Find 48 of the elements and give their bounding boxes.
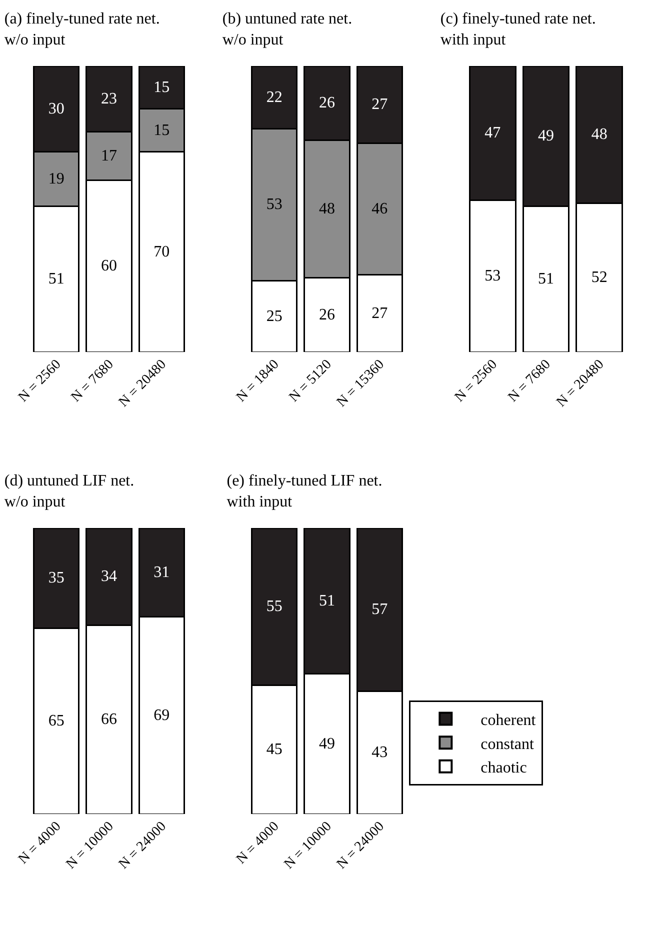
data-label: 26 [319, 306, 335, 324]
data-label: 15 [154, 122, 170, 139]
x-tick-label: N = 4000 [16, 819, 64, 868]
chart-title: (e) finely-tuned LIF net. with input [226, 472, 382, 510]
data-label: 49 [319, 735, 335, 752]
chart-title: (d) untuned LIF net. w/o input [4, 472, 134, 510]
data-label: 45 [266, 741, 282, 758]
data-label: 53 [484, 268, 501, 285]
data-label: 51 [538, 270, 554, 288]
chart-title: (b) untuned rate net. w/o input [222, 10, 352, 48]
data-label: 35 [48, 570, 64, 587]
legend-label: constant [480, 736, 535, 753]
data-label: 30 [48, 100, 64, 118]
data-label: 27 [372, 96, 388, 114]
data-label: 47 [484, 124, 501, 142]
data-label: 17 [101, 148, 117, 165]
data-label: 46 [372, 200, 388, 218]
data-label: 51 [319, 592, 335, 610]
data-label: 31 [154, 564, 170, 581]
data-label: 51 [48, 270, 64, 288]
data-label: 15 [154, 78, 170, 96]
data-label: 43 [372, 744, 388, 762]
data-label: 23 [101, 90, 117, 108]
chart-title: (c) finely-tuned rate net. with input [440, 10, 596, 48]
data-label: 19 [48, 170, 64, 188]
data-label: 65 [48, 712, 64, 730]
data-label: 27 [372, 304, 388, 322]
data-label: 49 [538, 128, 554, 145]
data-label: 53 [266, 196, 282, 214]
data-label: 60 [101, 258, 117, 275]
data-label: 55 [266, 598, 282, 616]
legend-label: chaotic [480, 760, 527, 777]
data-label: 22 [266, 88, 282, 106]
data-label: 69 [154, 706, 170, 724]
x-tick-label: N = 7680 [506, 357, 554, 406]
data-label: 34 [101, 568, 117, 586]
x-tick-label: N = 7680 [68, 357, 117, 406]
data-label: 66 [101, 711, 117, 728]
data-label: 70 [154, 243, 170, 260]
data-label: 26 [319, 94, 335, 112]
data-label: 48 [591, 126, 608, 144]
data-label: 48 [319, 200, 335, 218]
chart-title: (a) finely-tuned rate net. w/o input [4, 10, 160, 48]
x-tick-label: N = 4000 [234, 819, 282, 868]
data-label: 25 [266, 308, 282, 325]
data-label: 52 [591, 269, 608, 286]
data-label: 57 [372, 601, 388, 618]
legend-label: coherent [480, 712, 536, 730]
